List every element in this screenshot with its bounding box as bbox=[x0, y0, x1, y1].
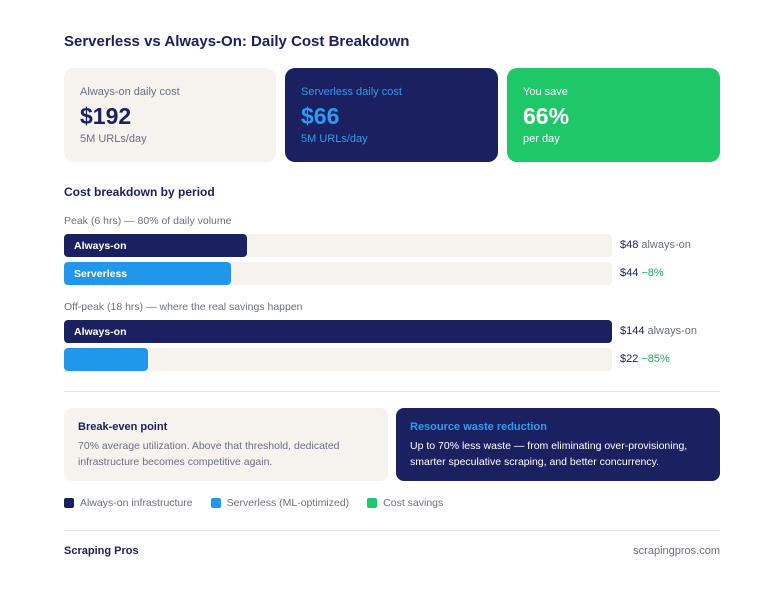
period-label-peak: Peak (6 hrs) — 80% of daily volume bbox=[64, 215, 232, 227]
footer-divider bbox=[64, 530, 720, 531]
bar-inner-label: Serverless bbox=[74, 268, 128, 280]
bar-peak-always-on: Always-on bbox=[64, 234, 247, 257]
bar-track: Serverless bbox=[64, 262, 612, 285]
bar-value-peak-always-on: $48 always-on bbox=[620, 239, 691, 251]
always-on-cost-card: Always-on daily cost $192 5M URLs/day bbox=[64, 68, 276, 162]
bar-offpeak-serverless bbox=[64, 348, 148, 371]
card-value: $192 bbox=[80, 103, 132, 129]
legend-item-savings: Cost savings bbox=[367, 497, 443, 509]
card-sub: 5M URLs/day bbox=[80, 133, 147, 145]
legend-swatch bbox=[367, 498, 378, 508]
panel-title: Break-even point bbox=[78, 421, 168, 433]
card-label: You save bbox=[523, 86, 568, 98]
bar-value-offpeak-serverless: $22 −85% bbox=[620, 353, 670, 365]
legend-item-serverless: Serverless (ML-optimized) bbox=[210, 497, 350, 509]
bar-value-offpeak-always-on: $144 always-on bbox=[620, 325, 697, 337]
bar-inner-label: Always-on bbox=[74, 240, 127, 252]
legend-item-always-on: Always-on infrastructure bbox=[64, 497, 193, 509]
waste-reduction-panel: Resource waste reduction Up to 70% less … bbox=[396, 408, 720, 481]
bar-value-peak-serverless: $44 −8% bbox=[620, 267, 664, 279]
value-label: $144 bbox=[620, 325, 645, 337]
footer-brand: Scraping Pros bbox=[64, 545, 139, 557]
card-label: Serverless daily cost bbox=[301, 86, 402, 98]
value-note: −85% bbox=[641, 353, 670, 365]
bar-track: Always-on bbox=[64, 234, 612, 257]
legend-label: Serverless (ML-optimized) bbox=[226, 497, 350, 509]
value-label: $44 bbox=[620, 267, 639, 279]
value-label: $22 bbox=[620, 353, 639, 365]
break-even-panel: Break-even point 70% average utilization… bbox=[64, 408, 388, 481]
legend-swatch bbox=[210, 498, 221, 508]
divider bbox=[64, 391, 720, 392]
card-sub: 5M URLs/day bbox=[301, 133, 368, 145]
period-label-offpeak: Off-peak (18 hrs) — where the real savin… bbox=[64, 301, 303, 313]
bar-track: Always-on bbox=[64, 320, 612, 343]
bar-offpeak-always-on: Always-on bbox=[64, 320, 612, 343]
bar-peak-serverless: Serverless bbox=[64, 262, 232, 285]
value-note: −8% bbox=[641, 267, 664, 279]
bar-track bbox=[64, 348, 612, 371]
legend: Always-on infrastructure Serverless (ML-… bbox=[64, 497, 443, 509]
panel-text: 70% average utilization. Above that thre… bbox=[78, 440, 340, 468]
card-sub: per day bbox=[523, 133, 560, 145]
value-note: always-on bbox=[641, 239, 691, 251]
page-title: Serverless vs Always-On: Daily Cost Brea… bbox=[64, 33, 410, 50]
card-value: $66 bbox=[301, 103, 340, 129]
chart-title: Cost breakdown by period bbox=[64, 185, 215, 199]
panel-title: Resource waste reduction bbox=[410, 421, 547, 433]
legend-label: Always-on infrastructure bbox=[80, 497, 193, 509]
value-label: $48 bbox=[620, 239, 639, 251]
card-value: 66% bbox=[523, 103, 570, 129]
card-label: Always-on daily cost bbox=[80, 86, 180, 98]
bar-inner-label: Always-on bbox=[74, 326, 127, 338]
value-note: always-on bbox=[647, 325, 698, 337]
savings-card: You save 66% per day bbox=[507, 68, 720, 162]
serverless-cost-card: Serverless daily cost $66 5M URLs/day bbox=[285, 68, 498, 162]
legend-swatch bbox=[64, 498, 74, 508]
panel-text: Up to 70% less waste — from eliminating … bbox=[410, 440, 688, 468]
legend-label: Cost savings bbox=[383, 497, 444, 509]
footer-url-link[interactable]: scrapingpros.com bbox=[633, 545, 720, 557]
